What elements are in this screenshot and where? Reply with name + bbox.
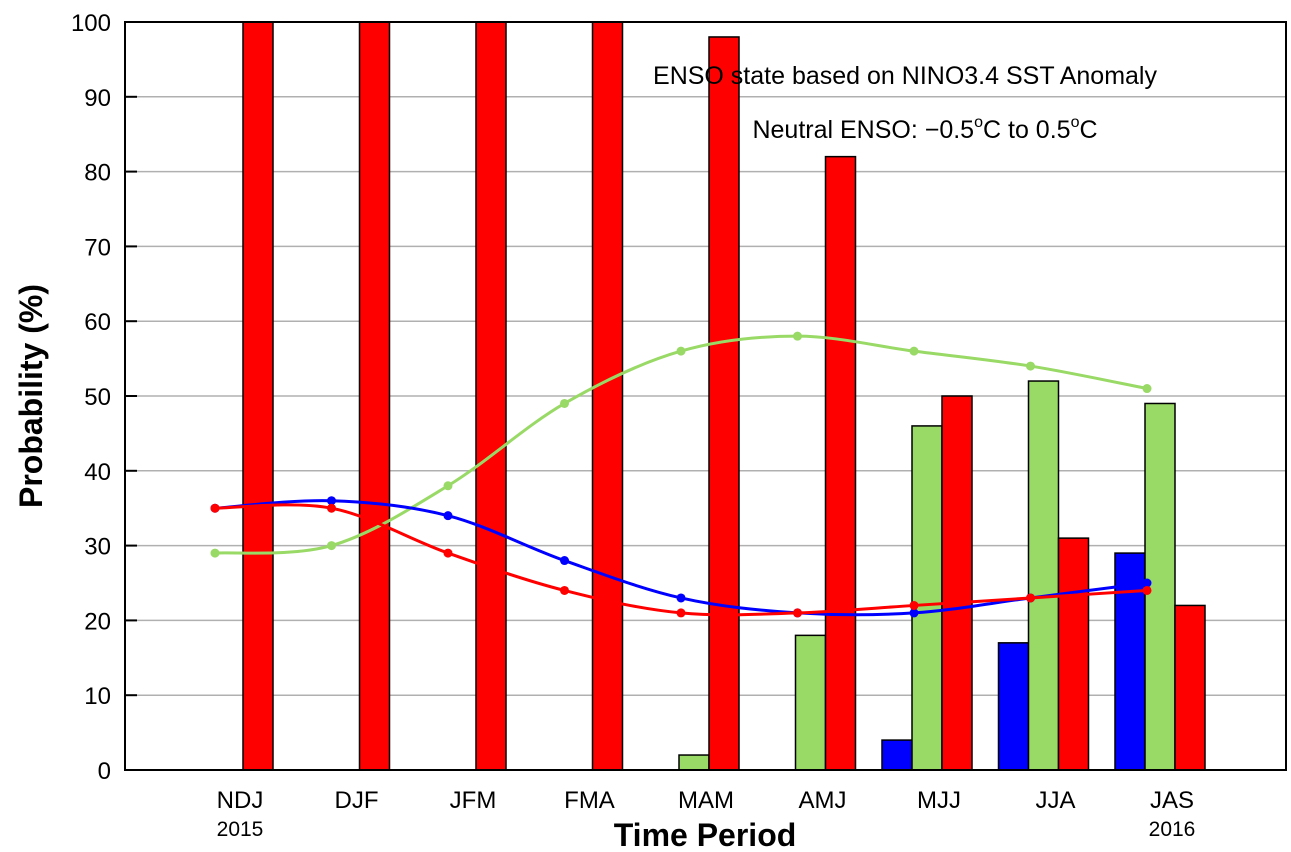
series-point: [327, 496, 336, 506]
bar: [591, 21, 624, 771]
series-point: [676, 608, 686, 618]
bar: [358, 21, 391, 771]
x-tick-label: FMA: [564, 787, 615, 814]
annotation-line-2-mid: C to 0.5: [983, 116, 1071, 144]
bar: [1057, 537, 1090, 771]
series-line: [214, 334, 1148, 555]
series-point: [1026, 361, 1035, 371]
y-tick-label: 50: [84, 384, 111, 411]
bar: [1027, 380, 1060, 771]
year-label: 2015: [217, 818, 264, 841]
series-point: [210, 548, 220, 558]
annotation-line-1: ENSO state based on NINO3.4 SST Anomaly: [653, 62, 1157, 90]
series-point: [443, 481, 453, 491]
series-point: [210, 503, 220, 513]
series-point: [443, 511, 453, 521]
bar: [941, 395, 973, 771]
series-point: [676, 346, 686, 356]
degree-symbol: o: [974, 114, 983, 131]
y-tick-label: 80: [84, 160, 111, 187]
x-tick-label: NDJ: [217, 787, 264, 814]
bar: [708, 36, 740, 771]
y-axis-ticks: 0 10 20 30 40 50 60 70 80 90 100: [71, 10, 137, 785]
series-point: [793, 608, 802, 618]
bar: [911, 425, 943, 771]
bar: [881, 739, 913, 771]
y-tick-label: 30: [84, 534, 111, 561]
series-point: [909, 608, 919, 618]
annotation-line-2-prefix: Neutral ENSO: −0.5: [752, 116, 974, 144]
degree-symbol: o: [1071, 114, 1080, 131]
series-point: [909, 600, 919, 610]
bar: [824, 155, 857, 771]
series-point: [327, 541, 336, 551]
bar: [997, 642, 1030, 771]
y-tick-label: 40: [84, 459, 111, 486]
y-tick-label: 60: [84, 309, 111, 336]
bar-series: [242, 21, 1206, 771]
y-tick-label: 10: [84, 683, 111, 710]
y-tick-label: 70: [84, 234, 111, 261]
series-point: [1142, 585, 1152, 595]
x-tick-label: MAM: [678, 787, 734, 814]
series-point: [909, 346, 919, 356]
series-point: [793, 331, 802, 341]
y-tick-label: 0: [98, 758, 111, 785]
x-tick-label: JJA: [1035, 787, 1075, 814]
y-tick-label: 100: [71, 10, 111, 37]
series-point: [1026, 593, 1035, 603]
annotation-line-2: Neutral ENSO: −0.5oC to 0.5oC: [752, 114, 1097, 144]
bar: [794, 634, 827, 771]
x-axis-title: Time Period: [614, 817, 797, 852]
bar: [678, 754, 710, 771]
bar: [475, 21, 507, 771]
series-point: [676, 593, 686, 603]
x-tick-label: AMJ: [799, 787, 847, 814]
x-tick-label: JAS: [1150, 787, 1194, 814]
bar: [1174, 604, 1206, 771]
bar: [242, 21, 274, 771]
series-point: [443, 548, 453, 558]
series-point: [1142, 384, 1152, 394]
gridlines: [125, 96, 1286, 696]
x-tick-label: MJJ: [917, 787, 961, 814]
series-point: [560, 398, 569, 408]
y-tick-label: 20: [84, 608, 111, 635]
line-series: [210, 331, 1152, 618]
series-point: [560, 556, 569, 566]
x-axis-ticks: NDJ DJF JFM FMA MAM AMJ MJJ JJA JAS 2015 2016: [217, 787, 1196, 841]
y-axis-title: Probability (%): [13, 284, 49, 508]
series-point: [560, 585, 569, 595]
x-tick-label: DJF: [335, 787, 379, 814]
y-tick-label: 90: [84, 85, 111, 112]
series-point: [1142, 578, 1152, 588]
year-label: 2016: [1149, 818, 1196, 841]
annotation-line-2-suffix: C: [1079, 116, 1097, 144]
x-tick-label: JFM: [450, 787, 497, 814]
series-point: [327, 503, 336, 513]
